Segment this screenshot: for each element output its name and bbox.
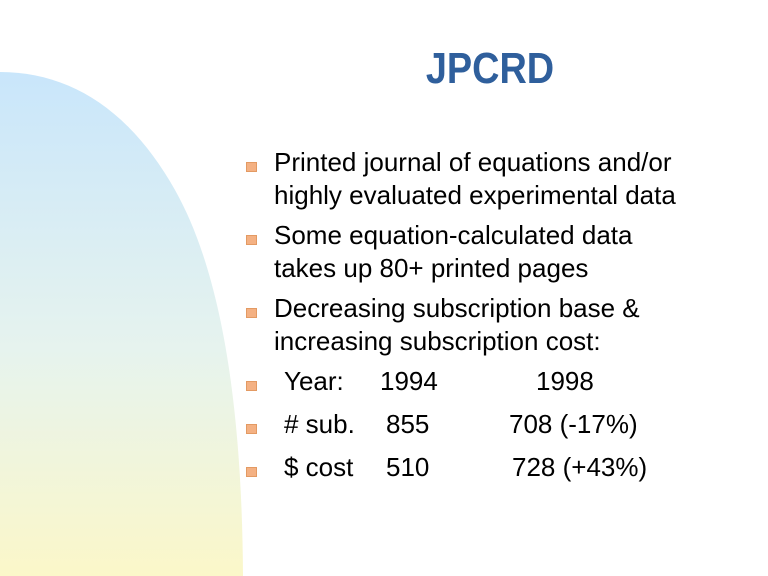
- row-label: $ cost: [284, 452, 354, 482]
- bullet-text-line: Decreasing subscription base &: [274, 293, 640, 323]
- bullet-text-line: increasing subscription cost:: [274, 326, 601, 356]
- bullet-text-line: Printed journal of equations and/or: [274, 147, 672, 177]
- row-value-1994: 1994: [380, 366, 438, 396]
- bullet-item: Printed journal of equations and/or high…: [246, 146, 756, 212]
- row-value-1994: 855: [386, 409, 430, 439]
- row-value-1998: 708 (-17%): [509, 409, 638, 439]
- row-label: Year:: [284, 366, 344, 396]
- square-bullet-icon: [246, 308, 257, 318]
- row-value-1994: 510: [386, 452, 430, 482]
- bullet-item: Decreasing subscription base & increasin…: [246, 292, 756, 358]
- bullet-list: Printed journal of equations and/or high…: [246, 146, 756, 494]
- slide-title: JPCRD: [425, 44, 555, 93]
- row-value-1998: 728 (+43%): [512, 452, 648, 482]
- decorative-gradient-shape: [0, 72, 243, 576]
- square-bullet-icon: [246, 467, 257, 477]
- data-row-cost: $ cost 510 728 (+43%): [246, 451, 756, 484]
- square-bullet-icon: [246, 424, 257, 434]
- bullet-text-line: Some equation-calculated data: [274, 220, 633, 250]
- bullet-item: Some equation-calculated data takes up 8…: [246, 219, 756, 285]
- row-label: # sub.: [284, 409, 355, 439]
- bullet-text-line: highly evaluated experimental data: [274, 180, 676, 210]
- row-value-1998: 1998: [536, 366, 594, 396]
- square-bullet-icon: [246, 162, 257, 172]
- square-bullet-icon: [246, 381, 257, 391]
- square-bullet-icon: [246, 235, 257, 245]
- bullet-text-line: takes up 80+ printed pages: [274, 253, 589, 283]
- data-row-subscriptions: # sub. 855 708 (-17%): [246, 408, 756, 441]
- data-row-year: Year: 1994 1998: [246, 365, 756, 398]
